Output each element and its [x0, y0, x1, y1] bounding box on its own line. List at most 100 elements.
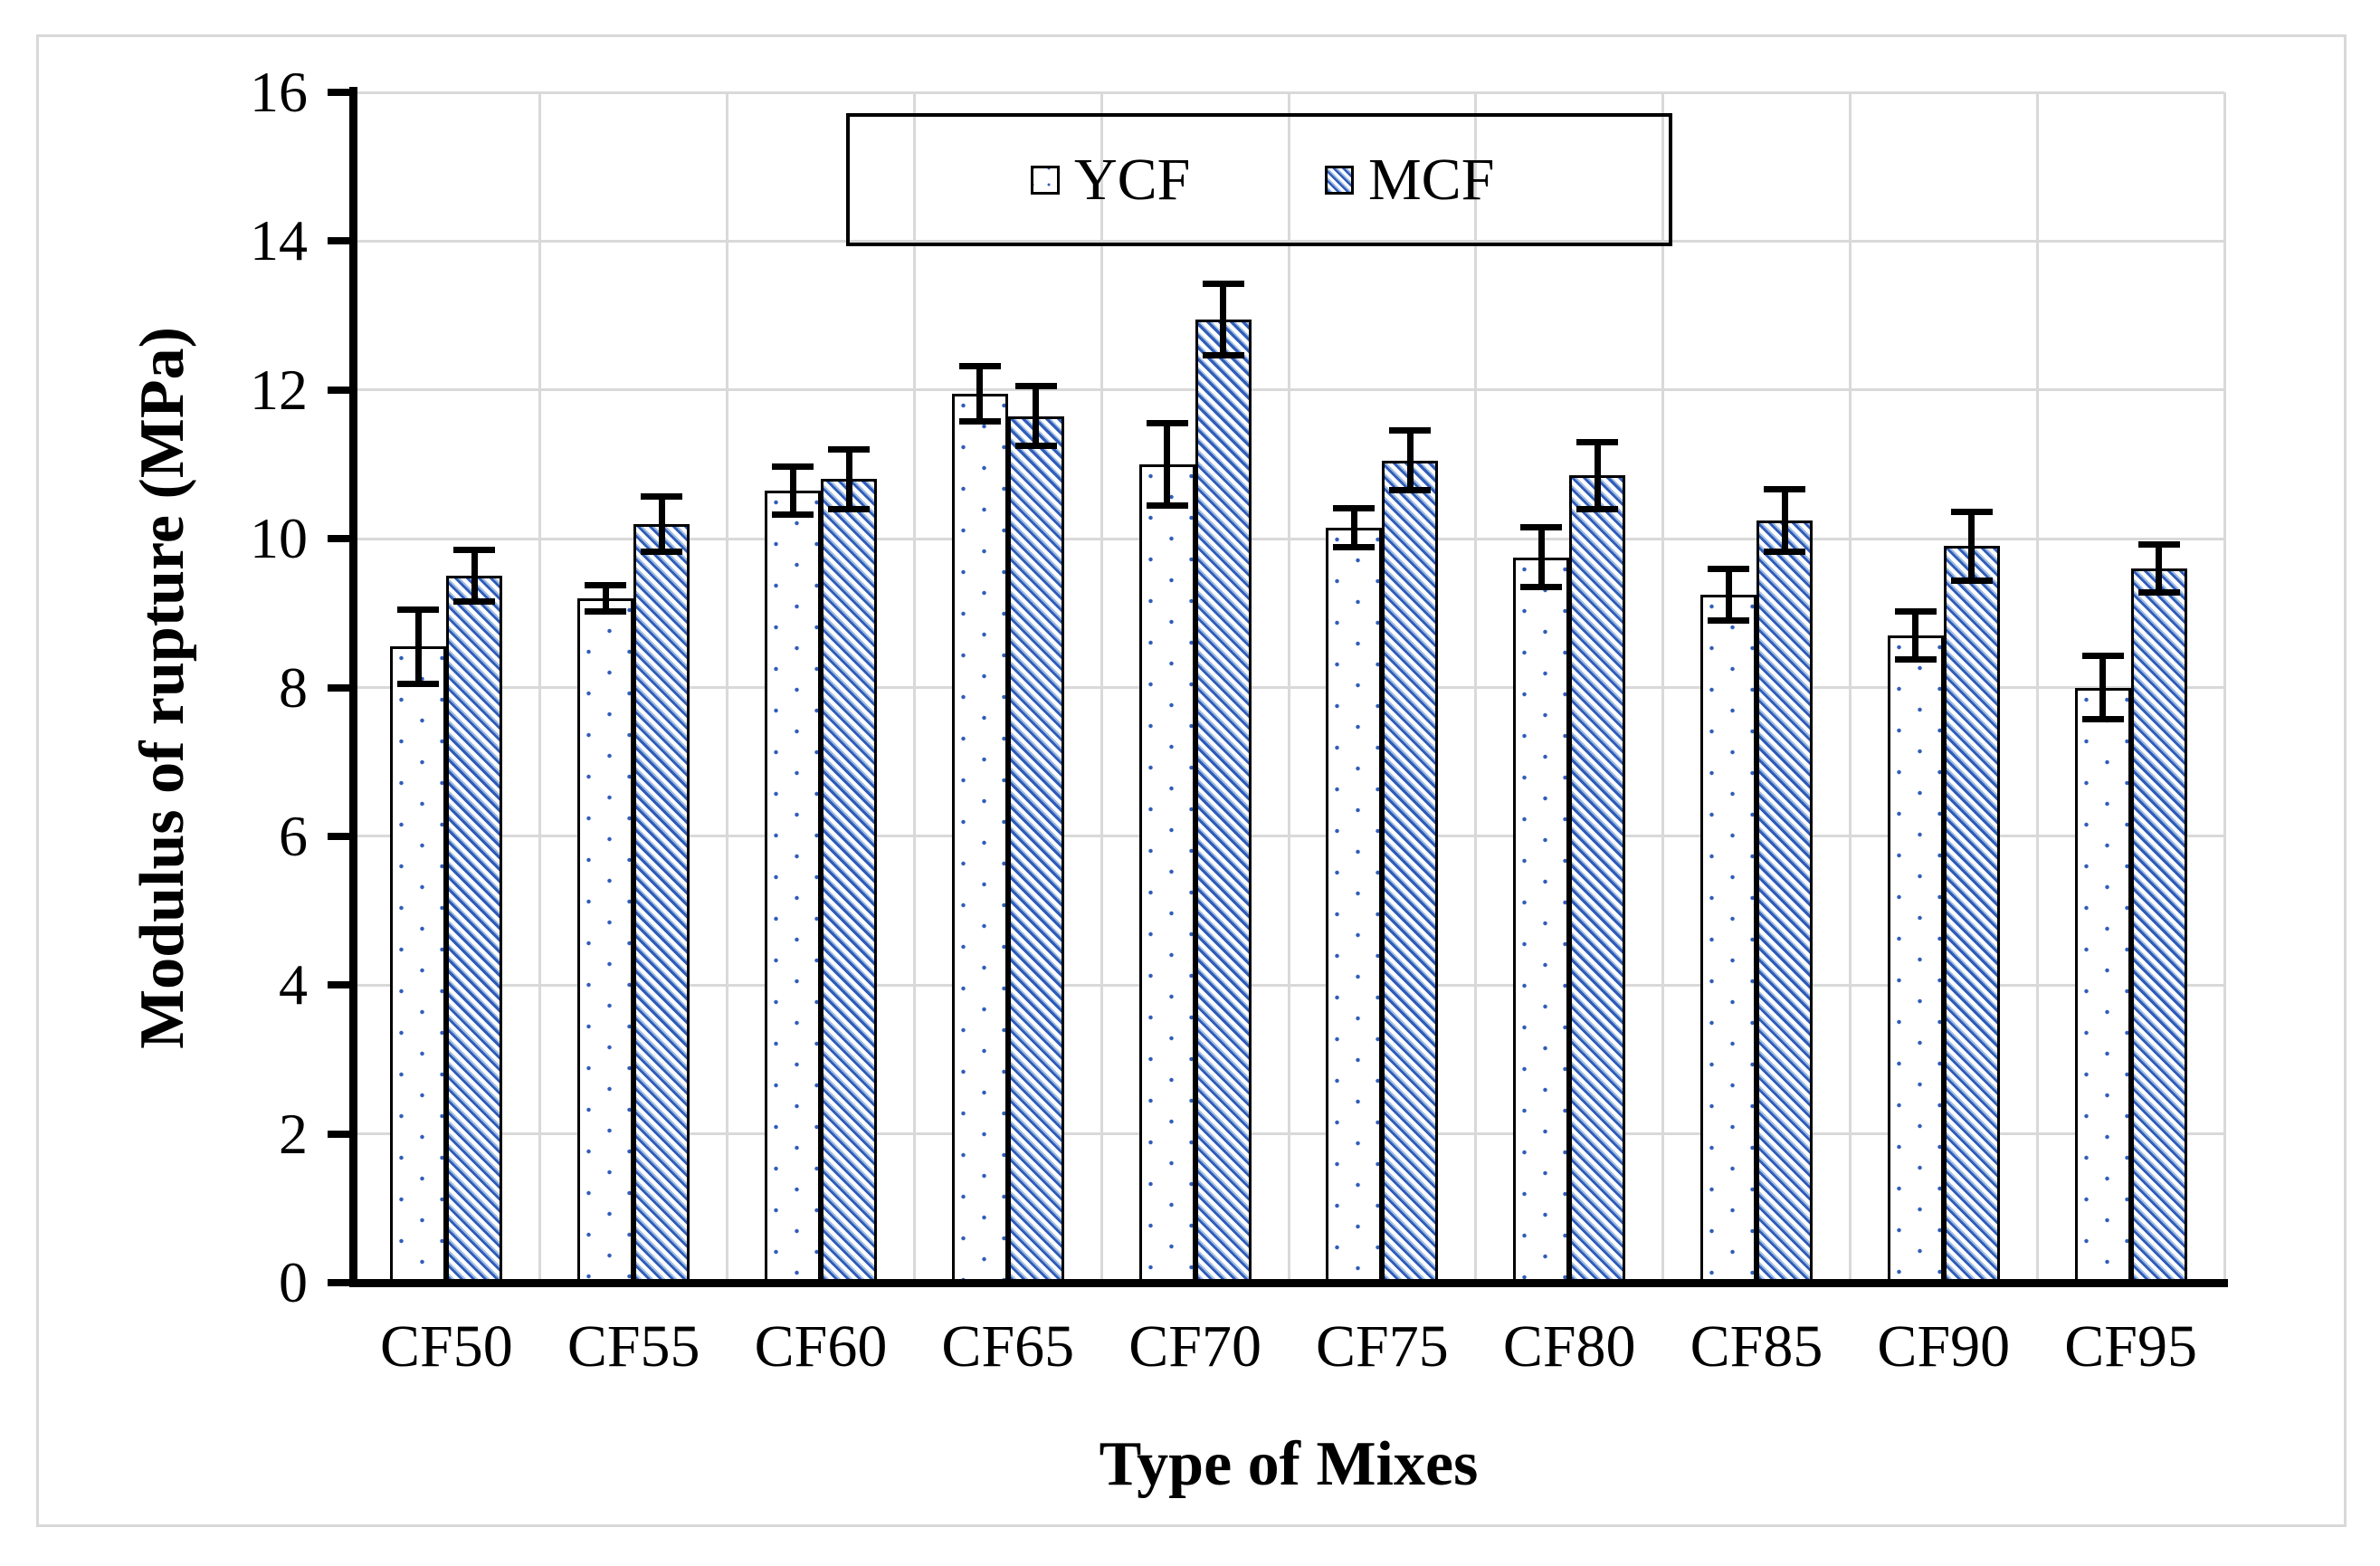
chart-frame: [36, 34, 2347, 1527]
x-category-label: CF90: [1877, 1313, 2011, 1380]
error-bar-line: [1350, 508, 1357, 548]
legend-item-ycf: YCF: [1031, 117, 1190, 243]
error-bar-cap-top: [1014, 383, 1057, 390]
y-tick-label: 14: [250, 208, 308, 273]
error-bar-cap-top: [1146, 420, 1188, 427]
error-bar-line: [1033, 386, 1040, 446]
bar-ycf-CF75: [1326, 527, 1383, 1283]
bar-mcf-CF55: [633, 523, 690, 1283]
error-bar-cap-top: [397, 606, 440, 613]
error-bar-cap-top: [1333, 504, 1376, 511]
error-bar-cap-bottom: [2081, 715, 2124, 722]
error-bar-cap-top: [1389, 427, 1432, 434]
error-bar-cap-top: [958, 362, 1001, 369]
error-bar-cap-bottom: [585, 608, 627, 616]
error-bar-cap-bottom: [1146, 501, 1188, 509]
y-tick-label: 0: [279, 1250, 308, 1314]
y-tick: [328, 237, 351, 245]
bar-mcf-CF60: [821, 479, 877, 1283]
error-bar-line: [1220, 283, 1227, 356]
bar-mcf-CF80: [1569, 475, 1626, 1283]
error-bar-cap-top: [453, 546, 496, 553]
x-category-label: CF60: [754, 1313, 888, 1380]
bar-ycf-CF95: [2074, 687, 2131, 1283]
bar-ycf-CF55: [577, 597, 634, 1283]
bar-ycf-CF80: [1513, 557, 1570, 1283]
error-bar-cap-top: [1576, 438, 1619, 445]
y-tick-label: 6: [279, 803, 308, 868]
error-bar-cap-bottom: [641, 548, 683, 555]
bar-ycf-CF90: [1887, 635, 1944, 1283]
error-bar-line: [1537, 527, 1545, 587]
y-axis-title: Modulus of rupture (MPa): [128, 327, 197, 1049]
error-bar-line: [1594, 442, 1601, 510]
x-category-label: CF55: [566, 1313, 700, 1380]
error-bar-line: [1781, 489, 1788, 552]
ycf-pattern-swatch-icon: [1031, 165, 1060, 195]
error-bar-cap-top: [1950, 509, 1993, 516]
v-gridline: [1287, 92, 1290, 1283]
x-axis-line: [349, 1279, 2228, 1287]
y-tick: [328, 1279, 351, 1286]
bar-mcf-CF75: [1382, 460, 1439, 1283]
y-axis-line: [349, 87, 357, 1287]
y-tick: [328, 1130, 351, 1138]
y-tick-label: 12: [250, 357, 308, 422]
y-tick: [328, 535, 351, 543]
x-axis-title: Type of Mixes: [1099, 1429, 1479, 1499]
error-bar-cap-bottom: [1389, 487, 1432, 494]
error-bar-cap-bottom: [1520, 584, 1563, 591]
bar-mcf-CF85: [1756, 520, 1813, 1283]
error-bar-line: [845, 449, 852, 510]
error-bar-line: [789, 466, 796, 514]
bar-mcf-CF50: [446, 576, 503, 1283]
error-bar-line: [2099, 655, 2107, 719]
y-tick-label: 8: [279, 654, 308, 720]
error-bar-line: [1912, 611, 1919, 660]
error-bar-cap-bottom: [397, 680, 440, 687]
error-bar-cap-top: [828, 446, 870, 453]
x-category-label: CF50: [380, 1313, 513, 1380]
error-bar-line: [602, 585, 609, 612]
error-bar-cap-bottom: [1894, 655, 1937, 663]
error-bar-line: [2156, 544, 2163, 593]
x-category-label: CF80: [1502, 1313, 1636, 1380]
error-bar-cap-top: [1202, 280, 1244, 287]
error-bar-cap-top: [2137, 541, 2180, 549]
error-bar-line: [414, 609, 422, 684]
bar-mcf-CF95: [2130, 568, 2187, 1283]
error-bar-cap-bottom: [453, 598, 496, 606]
legend-label-mcf: MCF: [1368, 146, 1495, 213]
error-bar-cap-bottom: [1950, 577, 1993, 584]
y-tick: [328, 981, 351, 989]
error-bar-cap-bottom: [1764, 548, 1805, 555]
v-gridline: [1100, 92, 1103, 1283]
x-category-label: CF95: [2064, 1313, 2197, 1380]
error-bar-line: [1725, 568, 1732, 621]
error-bar-cap-top: [2081, 653, 2124, 660]
mcf-pattern-swatch-icon: [1325, 165, 1354, 195]
bar-ycf-CF65: [951, 393, 1008, 1283]
y-tick: [328, 386, 351, 394]
error-bar-cap-bottom: [772, 511, 814, 518]
error-bar-line: [1164, 423, 1171, 506]
legend-label-ycf: YCF: [1074, 146, 1191, 213]
bar-ycf-CF60: [765, 490, 821, 1283]
bar-mcf-CF65: [1007, 415, 1064, 1283]
y-tick: [328, 832, 351, 840]
error-bar-cap-bottom: [828, 505, 870, 512]
v-gridline: [1474, 92, 1478, 1283]
v-gridline: [1661, 92, 1665, 1283]
error-bar-cap-bottom: [1708, 617, 1749, 625]
y-tick-label: 10: [250, 506, 308, 571]
error-bar-cap-top: [585, 581, 627, 588]
v-gridline: [1848, 92, 1852, 1283]
y-tick: [328, 89, 351, 96]
error-bar-cap-top: [772, 463, 814, 470]
bar-ycf-CF85: [1700, 594, 1756, 1283]
v-gridline: [2223, 92, 2226, 1283]
error-bar-line: [658, 496, 665, 552]
error-bar-line: [1968, 511, 1975, 581]
v-gridline: [538, 92, 542, 1283]
